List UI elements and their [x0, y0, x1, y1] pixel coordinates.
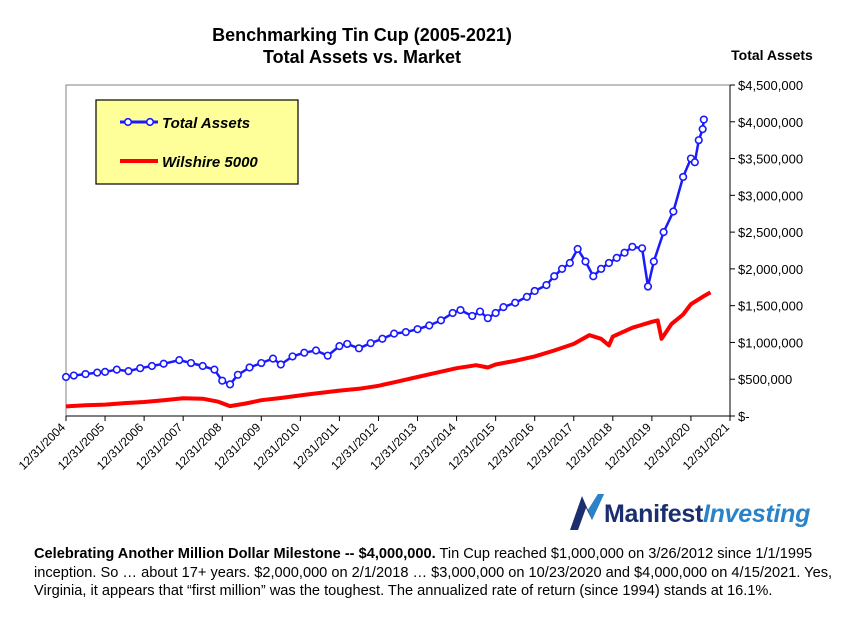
data-point-total-assets: [679, 172, 688, 182]
data-point-total-assets: [343, 339, 352, 349]
data-point-total-assets: [604, 258, 614, 268]
data-point-total-assets: [124, 367, 133, 376]
y-tick-label: $2,000,000: [738, 262, 803, 277]
data-point-total-assets: [694, 136, 703, 145]
brand-wordmark-part2: Investing: [703, 500, 811, 528]
data-point-total-assets: [389, 329, 399, 338]
data-point-total-assets: [93, 368, 102, 377]
chart-canvas: $- $500,000 $1,000,000 $1,500,000 $2,000,000…: [16, 78, 803, 473]
data-point-total-assets: [276, 360, 285, 369]
data-point-total-assets: [550, 272, 559, 281]
data-point-total-assets: [233, 370, 242, 379]
y-tick-label: $-: [738, 409, 750, 424]
data-point-total-assets: [581, 257, 590, 266]
data-point-total-assets: [669, 207, 678, 216]
data-point-total-assets: [573, 244, 582, 254]
data-point-total-assets: [354, 344, 364, 353]
data-point-total-assets: [69, 371, 78, 380]
y-tick-label: $4,000,000: [738, 115, 803, 130]
data-point-total-assets: [620, 248, 629, 257]
legend-label-total-assets: Total Assets: [162, 115, 250, 132]
caption-body: Tin Cup reached $1,000,000 on 3/26/2012 …: [34, 546, 833, 599]
data-point-total-assets: [436, 316, 446, 325]
data-point-total-assets: [612, 253, 621, 262]
brand-wordmark-part1: Manifest: [604, 500, 704, 528]
y-axis-title: Total Assets: [731, 47, 813, 63]
y-tick-label: $3,500,000: [738, 152, 803, 167]
data-point-total-assets: [659, 228, 668, 237]
data-point-total-assets: [413, 325, 422, 334]
data-point-total-assets: [628, 242, 637, 251]
data-point-total-assets: [401, 328, 410, 337]
data-point-total-assets: [522, 292, 531, 301]
data-point-total-assets: [491, 308, 500, 318]
data-point-total-assets: [468, 311, 477, 321]
data-point-total-assets: [638, 244, 647, 253]
legend-marker-total-assets: [145, 117, 155, 127]
data-point-total-assets: [699, 115, 708, 124]
data-point-total-assets: [511, 298, 520, 307]
data-point-total-assets: [288, 352, 297, 361]
data-point-total-assets: [335, 342, 344, 351]
data-point-total-assets: [311, 346, 321, 355]
data-point-total-assets: [186, 358, 196, 368]
legend-label-wilshire-5000: Wilshire 5000: [162, 154, 258, 171]
data-point-total-assets: [147, 361, 157, 371]
data-point-total-assets: [378, 334, 387, 343]
series-line-wilshire-5000: [65, 290, 712, 409]
data-point-total-assets: [565, 258, 574, 268]
data-point-total-assets: [245, 363, 254, 372]
data-point-total-assets: [475, 307, 485, 316]
data-point-total-assets: [81, 369, 90, 379]
data-point-total-assets: [530, 286, 539, 296]
caption-lead: Celebrating Another Million Dollar Miles…: [34, 546, 436, 562]
legend-marker-total-assets: [123, 117, 133, 127]
data-point-total-assets: [210, 365, 219, 374]
brand-arrow-icon: [570, 494, 604, 530]
data-point-total-assets: [136, 364, 145, 373]
y-tick-label: $4,500,000: [738, 78, 803, 93]
data-point-total-assets: [425, 321, 434, 330]
data-point-total-assets: [300, 348, 309, 357]
y-tick-label: $500,000: [738, 372, 792, 387]
data-point-total-assets: [499, 303, 508, 312]
y-tick-label: $1,000,000: [738, 335, 803, 350]
data-point-total-assets: [483, 314, 492, 323]
data-point-total-assets: [257, 358, 266, 368]
caption: Celebrating Another Million Dollar Miles…: [34, 545, 834, 601]
data-point-total-assets: [448, 308, 457, 318]
chart-title-line-2: Total Assets vs. Market: [262, 47, 462, 67]
data-point-total-assets: [643, 282, 653, 291]
chart-title: Benchmarking Tin Cup (2005-2021) Total A…: [150, 24, 574, 68]
manifest-investing-logo: [568, 490, 828, 534]
legend-box: [95, 99, 299, 185]
data-point-total-assets: [100, 367, 110, 376]
data-point-total-assets: [323, 351, 332, 360]
data-point-total-assets: [61, 372, 71, 382]
data-point-total-assets: [159, 359, 168, 368]
data-point-total-assets: [597, 264, 606, 273]
data-point-total-assets: [366, 339, 375, 348]
y-tick-label: $3,000,000: [738, 188, 803, 203]
data-point-total-assets: [225, 380, 235, 389]
chart-title-line-1: Benchmarking Tin Cup (2005-2021): [212, 25, 512, 45]
data-point-total-assets: [218, 376, 227, 385]
data-point-total-assets: [557, 264, 567, 273]
data-point-total-assets: [268, 354, 278, 363]
data-point-total-assets: [198, 361, 207, 371]
data-point-total-assets: [690, 158, 699, 167]
data-point-total-assets: [698, 125, 707, 134]
data-point-total-assets: [542, 280, 551, 290]
data-point-total-assets: [112, 365, 121, 374]
data-point-total-assets: [649, 257, 658, 266]
data-point-total-assets: [456, 305, 465, 315]
data-point-total-assets: [175, 355, 184, 365]
brand-wordmark: ManifestInvesting: [604, 500, 810, 529]
data-point-total-assets: [589, 272, 598, 281]
y-tick-label: $1,500,000: [738, 299, 803, 314]
y-tick-label: $2,500,000: [738, 225, 803, 240]
